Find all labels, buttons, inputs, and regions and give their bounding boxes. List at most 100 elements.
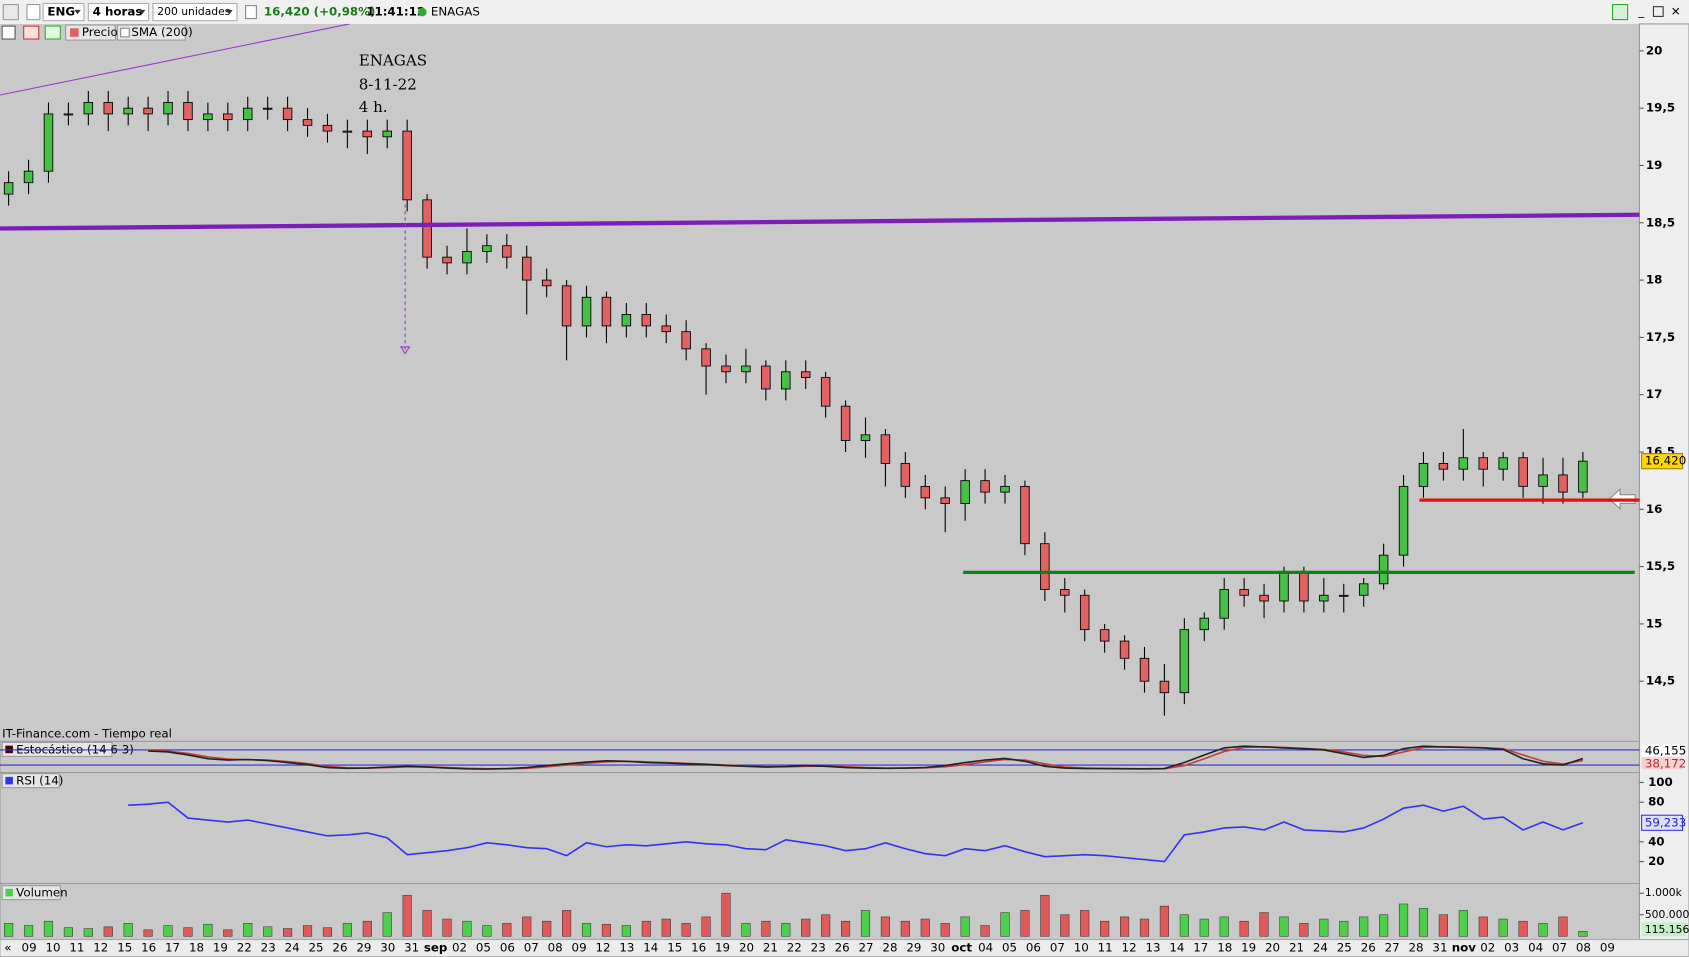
volume-bar	[223, 929, 233, 937]
x-tick-label: 10	[1074, 941, 1089, 955]
candle-body	[1199, 617, 1210, 631]
candle-body	[1339, 594, 1349, 597]
info-icon[interactable]	[245, 5, 257, 20]
price-panel	[0, 23, 1640, 742]
x-tick-label: 15	[117, 941, 132, 955]
volume-bar	[382, 912, 392, 937]
volume-bar	[1259, 912, 1269, 937]
y-tick-label: 18,5	[1646, 215, 1675, 229]
volume-bar	[123, 923, 133, 937]
volume-bar	[1199, 918, 1209, 937]
candle-body	[183, 102, 193, 121]
candle-body	[820, 377, 831, 407]
candle-body	[302, 119, 313, 126]
candle-body	[3, 182, 14, 195]
volume-bar	[661, 918, 671, 937]
x-tick-label: 25	[309, 941, 324, 955]
volume-bar	[1359, 916, 1369, 937]
candle-body	[422, 199, 432, 258]
volume-bar	[581, 923, 592, 937]
x-tick-label: 12	[1122, 941, 1137, 955]
candle-body	[1358, 583, 1369, 596]
volume-bar	[163, 925, 173, 937]
x-tick-label: 27	[859, 941, 874, 955]
volume-bar	[1279, 916, 1289, 937]
legend-price-label: Precio	[82, 25, 118, 39]
volume-bar	[860, 910, 871, 937]
x-tick-label: 22	[787, 941, 802, 955]
maximize-button[interactable]	[1652, 6, 1664, 17]
stochastic-panel	[0, 740, 1640, 774]
y-tick-label: 20	[1646, 43, 1662, 57]
volume-value: 115.156	[1645, 923, 1689, 936]
volume-bar	[1040, 895, 1050, 937]
volume-bar	[1119, 916, 1130, 937]
x-tick-label: 05	[476, 941, 491, 955]
volume-bar	[402, 895, 412, 937]
volume-bar	[1000, 912, 1010, 937]
y-tick-label: 14,5	[1646, 674, 1675, 688]
tool-button[interactable]	[23, 25, 40, 40]
volume-tick-label: 500.000	[1645, 908, 1689, 921]
volume-bar	[482, 925, 492, 937]
arrow-head	[399, 346, 411, 355]
volume-bar	[900, 920, 910, 937]
add-button[interactable]	[1, 25, 16, 40]
timeframe: 4 horas	[93, 5, 143, 19]
x-tick-label: 14	[643, 941, 658, 955]
y-tick-label: 19,5	[1646, 101, 1675, 115]
volume-bar	[980, 925, 990, 937]
candle-body	[1578, 460, 1588, 493]
volume-bar	[920, 918, 930, 937]
candle-body	[1518, 457, 1528, 487]
volume-legend[interactable]	[1, 885, 61, 901]
volume-bar	[781, 923, 791, 937]
volume-bar	[4, 923, 14, 937]
x-tick-label: 26	[332, 941, 347, 955]
annotation: ENAGAS	[359, 52, 427, 70]
candle-body	[83, 102, 94, 115]
units-box[interactable]	[152, 2, 238, 22]
candle-body	[541, 279, 552, 287]
volume-bar	[83, 928, 93, 937]
volume-bar	[1558, 916, 1568, 937]
timeframe-box[interactable]	[87, 2, 150, 22]
scroll-left-button[interactable]: «	[4, 941, 11, 955]
x-tick-label: 04	[978, 941, 993, 955]
candle-body	[1159, 680, 1170, 694]
candle-body	[1319, 594, 1329, 602]
volume-bar	[362, 920, 372, 937]
candle-body	[1299, 571, 1309, 602]
x-tick-label: 20	[739, 941, 754, 955]
rsi-legend[interactable]	[1, 773, 60, 789]
symbol-box[interactable]	[42, 2, 85, 22]
x-tick-label: 17	[165, 941, 180, 955]
volume-bar	[1418, 908, 1429, 937]
drawing-line	[0, 23, 350, 96]
candle-body	[63, 113, 74, 116]
refresh-button[interactable]	[1611, 4, 1629, 21]
volume-bar	[203, 923, 213, 937]
chart-type-button[interactable]	[2, 4, 19, 21]
y-tick-label: 19	[1646, 158, 1662, 172]
x-tick-label: 27	[1385, 941, 1400, 955]
close-button[interactable]: ✕	[1671, 5, 1681, 19]
candle-body	[920, 485, 931, 499]
x-tick-label: 24	[1313, 941, 1328, 955]
quote: 16,420 (+0,98%)	[264, 5, 376, 19]
x-tick-label: 06	[1026, 941, 1041, 955]
settings-button[interactable]	[26, 4, 41, 21]
x-tick-label: 31	[404, 941, 419, 955]
candle-body	[1538, 474, 1548, 487]
volume-bar	[741, 923, 751, 937]
x-tick-label: 11	[1098, 941, 1113, 955]
last-price-label: 16,420	[1645, 454, 1686, 468]
x-tick-label: 20	[1265, 941, 1280, 955]
candle-body	[1438, 463, 1449, 470]
tool-button[interactable]	[44, 25, 61, 40]
minimize-button[interactable]: _	[1637, 5, 1645, 19]
legend-sma[interactable]	[116, 24, 186, 41]
volume-bar	[641, 920, 651, 937]
candle-body	[1259, 594, 1269, 602]
rsi-value: 59,233	[1645, 815, 1686, 829]
